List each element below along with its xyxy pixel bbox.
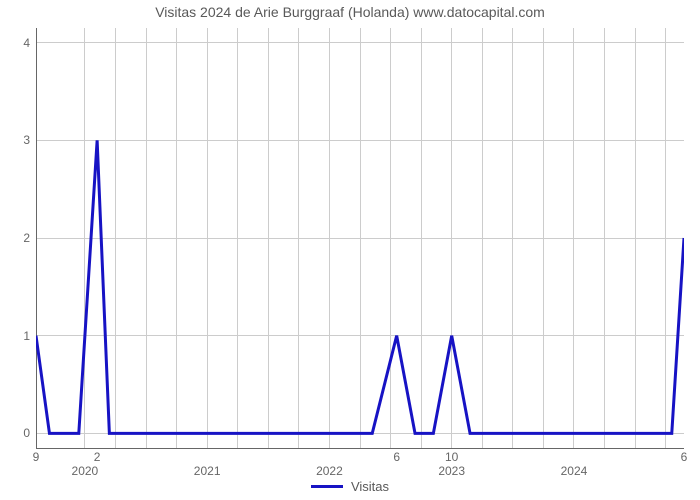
legend-item-visitas: Visitas	[311, 479, 389, 494]
y-tick-label: 0	[23, 426, 30, 440]
y-tick-label: 3	[23, 133, 30, 147]
x-tick-label: 2022	[316, 464, 343, 478]
y-tick-label: 2	[23, 231, 30, 245]
legend: Visitas	[0, 476, 700, 494]
x-tick-label: 2024	[561, 464, 588, 478]
data-point-label: 10	[445, 450, 458, 464]
data-point-label: 2	[94, 450, 101, 464]
data-point-label: 6	[393, 450, 400, 464]
plot-area	[36, 28, 684, 448]
series-line	[36, 28, 684, 448]
x-tick-label: 2021	[194, 464, 221, 478]
visits-line-chart: Visitas 2024 de Arie Burggraaf (Holanda)…	[0, 0, 700, 500]
y-tick-label: 1	[23, 329, 30, 343]
x-tick-label: 2020	[72, 464, 99, 478]
legend-swatch	[311, 485, 343, 488]
data-point-label: 9	[33, 450, 40, 464]
legend-label: Visitas	[351, 479, 389, 494]
chart-title: Visitas 2024 de Arie Burggraaf (Holanda)…	[0, 4, 700, 20]
x-tick-label: 2023	[438, 464, 465, 478]
data-point-label: 6	[681, 450, 688, 464]
y-tick-label: 4	[23, 36, 30, 50]
